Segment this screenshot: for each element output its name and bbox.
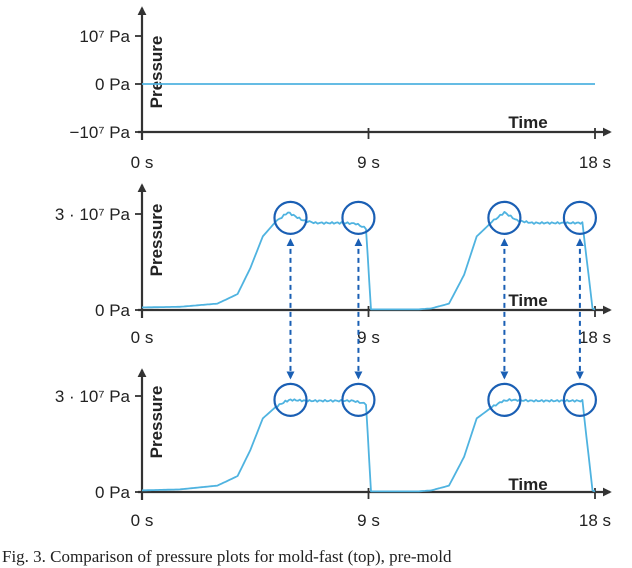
x-tick-label: 0 s (131, 511, 154, 530)
x-tick-label: 0 s (131, 328, 154, 347)
y-tick-label: 10⁷ Pa (79, 27, 130, 46)
y-tick-label: 0 Pa (95, 75, 131, 94)
highlight-circle (562, 382, 598, 417)
highlight-circle (562, 200, 598, 235)
highlight-circle (487, 200, 522, 235)
highlight-circle (273, 200, 308, 235)
highlight-circle (273, 382, 308, 417)
y-tick-label: 0 Pa (95, 301, 131, 320)
x-axis-title: Time (508, 291, 547, 310)
chart-panel-3: 0 s 9 s 18 s 3 · 10⁷ Pa 0 Pa Time Pressure (55, 368, 612, 530)
x-axis-title: Time (508, 475, 547, 494)
figure-caption: Fig. 3. Comparison of pressure plots for… (2, 547, 452, 566)
highlight-circle (487, 382, 522, 417)
highlight-circle (341, 200, 376, 235)
x-tick-label: 9 s (357, 328, 380, 347)
y-tick-label: 3 · 10⁷ Pa (55, 205, 131, 224)
y-tick-label: 0 Pa (95, 483, 131, 502)
x-tick-label: 18 s (579, 328, 611, 347)
chart-panel-1: 0 s 9 s 18 s 10⁷ Pa 0 Pa −10⁷ Pa Time Pressure (69, 6, 612, 172)
x-axis-title: Time (508, 113, 547, 132)
y-axis-title: Pressure (147, 36, 166, 109)
x-tick-label: 18 s (579, 153, 611, 172)
x-tick-label: 9 s (357, 511, 380, 530)
x-tick-label: 9 s (357, 153, 380, 172)
y-tick-label: −10⁷ Pa (69, 123, 130, 142)
y-axis-title: Pressure (147, 204, 166, 277)
x-tick-label: 18 s (579, 511, 611, 530)
y-axis-title: Pressure (147, 386, 166, 459)
chart-panel-2: 0 s 9 s 18 s 3 · 10⁷ Pa 0 Pa Time Pressure (55, 183, 612, 347)
highlight-circle (341, 382, 376, 417)
x-tick-label: 0 s (131, 153, 154, 172)
y-tick-label: 3 · 10⁷ Pa (55, 387, 131, 406)
